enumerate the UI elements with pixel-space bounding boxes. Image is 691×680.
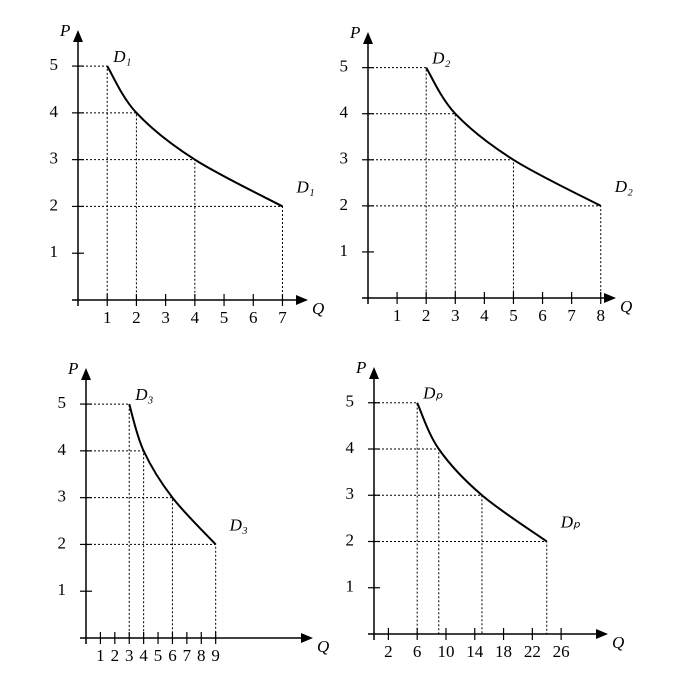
x-axis-label: Q: [317, 637, 329, 656]
y-tick-label: 2: [50, 195, 59, 214]
y-axis-label: P: [59, 21, 70, 40]
x-tick-label: 22: [524, 642, 541, 661]
y-tick-label: 4: [58, 440, 67, 459]
x-tick-label: 2: [384, 642, 393, 661]
y-tick-label: 2: [346, 530, 355, 549]
x-tick-label: 3: [161, 308, 170, 327]
y-tick-label: 5: [340, 57, 349, 76]
y-axis-label: P: [67, 359, 78, 378]
demand-curve: [128, 403, 217, 546]
y-tick-label: 3: [58, 487, 67, 506]
guide-line: [78, 65, 108, 300]
guide-line: [368, 113, 456, 298]
y-axis-label: P: [349, 23, 360, 42]
x-tick-label: 5: [154, 646, 163, 665]
guide-line: [374, 494, 483, 634]
x-tick-label: 5: [509, 306, 518, 325]
demand-curve: [416, 402, 548, 543]
x-tick-label: 4: [139, 646, 148, 665]
guide-line: [86, 543, 217, 638]
x-arrow: [604, 293, 616, 303]
curve-label: D₂: [614, 177, 633, 196]
y-axis-label: P: [355, 358, 366, 377]
x-tick-label: 7: [183, 646, 192, 665]
y-arrow: [81, 368, 91, 380]
guide-line: [368, 159, 514, 298]
y-tick-label: 3: [346, 484, 355, 503]
guide-line: [374, 402, 418, 634]
x-tick-label: 1: [103, 308, 112, 327]
curve-label: D₁: [112, 47, 131, 66]
guide-line: [78, 159, 196, 300]
x-tick-label: 7: [567, 306, 576, 325]
x-arrow: [301, 633, 313, 643]
guide-line: [368, 205, 602, 298]
y-tick-label: 5: [346, 392, 355, 411]
curve-label: D₃: [134, 385, 153, 404]
y-arrow: [73, 30, 83, 42]
x-tick-label: 9: [211, 646, 220, 665]
demand-curve: [425, 67, 602, 207]
guide-line: [86, 403, 130, 638]
y-tick-label: 4: [50, 102, 59, 121]
y-tick-label: 4: [340, 103, 349, 122]
x-axis-label: Q: [620, 297, 632, 316]
x-tick-label: 18: [495, 642, 512, 661]
curve-label: D₃: [229, 515, 248, 534]
x-tick-label: 3: [125, 646, 134, 665]
demand-curve: [106, 65, 283, 208]
x-arrow: [296, 295, 308, 305]
x-tick-label: 2: [422, 306, 431, 325]
y-arrow: [369, 367, 379, 379]
x-axis-label: Q: [612, 633, 624, 652]
x-axis-label: Q: [312, 299, 324, 318]
curve-label: Dₚ: [560, 512, 581, 531]
curve-label: Dₚ: [422, 384, 443, 403]
x-tick-label: 6: [538, 306, 547, 325]
y-tick-label: 2: [58, 533, 67, 552]
x-tick-label: 4: [480, 306, 489, 325]
y-tick-label: 3: [50, 149, 59, 168]
x-tick-label: 7: [278, 308, 287, 327]
x-tick-label: 2: [132, 308, 141, 327]
y-tick-label: 5: [58, 393, 67, 412]
x-tick-label: 8: [596, 306, 605, 325]
x-tick-label: 26: [553, 642, 570, 661]
y-tick-label: 1: [50, 242, 59, 261]
x-tick-label: 2: [111, 646, 120, 665]
x-tick-label: 14: [466, 642, 484, 661]
y-tick-label: 4: [346, 438, 355, 457]
y-tick-label: 1: [58, 580, 67, 599]
x-tick-label: 5: [220, 308, 229, 327]
y-tick-label: 1: [340, 241, 349, 260]
x-tick-label: 1: [96, 646, 105, 665]
x-tick-label: 8: [197, 646, 206, 665]
y-tick-label: 1: [346, 577, 355, 596]
guide-line: [86, 450, 145, 638]
y-arrow: [363, 32, 373, 44]
curve-label: D₁: [295, 177, 314, 196]
x-tick-label: 6: [413, 642, 422, 661]
x-tick-label: 1: [393, 306, 402, 325]
x-tick-label: 4: [191, 308, 200, 327]
x-tick-label: 6: [168, 646, 177, 665]
x-arrow: [596, 629, 608, 639]
x-tick-label: 10: [437, 642, 454, 661]
y-tick-label: 5: [50, 55, 59, 74]
guide-line: [368, 67, 427, 298]
y-tick-label: 2: [340, 195, 349, 214]
guide-line: [374, 541, 548, 634]
guide-line: [374, 448, 440, 634]
guide-line: [78, 205, 283, 300]
x-tick-label: 3: [451, 306, 460, 325]
curve-label: D₂: [431, 49, 450, 68]
y-tick-label: 3: [340, 149, 349, 168]
guide-line: [86, 497, 173, 638]
x-tick-label: 6: [249, 308, 258, 327]
